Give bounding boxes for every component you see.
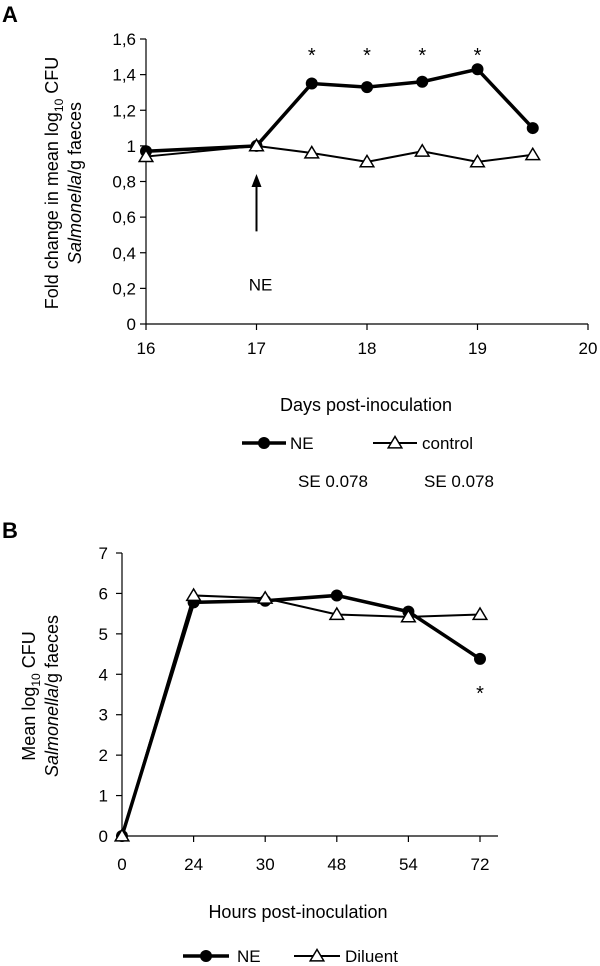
panel-a-y-tick-label: 1,2 <box>112 101 136 120</box>
panel-a-x-tick-label: 18 <box>358 339 377 358</box>
panel-a-significance-marker: * <box>474 45 482 67</box>
panel-a-y-tick-label: 0 <box>127 315 136 334</box>
panel-a-line-NE <box>145 67 535 153</box>
panel-a-significance-marker: * <box>308 45 316 67</box>
panel-b-legend-marker-NE <box>200 950 212 962</box>
panel-a-ylabel-italic: Salmonella <box>65 175 85 264</box>
panel-b-ylabel-rest: /g faeces <box>42 615 62 688</box>
panel-a-x-axis-title: Days post-inoculation <box>280 395 452 415</box>
panel-a-point-NE <box>361 81 373 94</box>
panel-a-series-control <box>137 137 541 168</box>
panel-b-legend-marker-Diluent <box>308 948 326 962</box>
panel-b-x-axis-title: Hours post-inoculation <box>208 902 387 922</box>
panel-a-x-tick-label: 19 <box>468 339 487 358</box>
panel-a-legend: NE control SE 0.078 SE 0.078 <box>242 434 494 491</box>
panel-b-y-tick-label: 4 <box>99 665 108 684</box>
panel-b-legend-label-NE: NE <box>237 947 261 966</box>
panel-b-y-tick-label: 2 <box>99 746 108 765</box>
panel-b-legend: NE Diluent <box>183 947 398 966</box>
panel-b-ylabel-italic: Salmonella <box>42 688 62 777</box>
panel-a-x-tick-label: 16 <box>137 339 156 358</box>
panel-a-y-tick-label: 1,4 <box>112 66 136 85</box>
panel-a-ylabel-suffix: CFU <box>42 57 62 99</box>
panel-a-ylabel-prefix: Fold change in mean log <box>42 112 62 309</box>
panel-b-ylabel-sub: 10 <box>29 673 43 687</box>
panel-a-y-tick-label: 0,4 <box>112 244 136 263</box>
panel-a-y-tick-label: 0,8 <box>112 173 136 192</box>
panel-b-significance-marker: * <box>476 683 484 705</box>
svg-text:Salmonella/g faeces: Salmonella/g faeces <box>65 102 85 264</box>
panel-b-point-Diluent <box>257 590 274 604</box>
svg-text:Fold change in mean log10 CFU: Fold change in mean log10 CFU <box>42 57 66 310</box>
panel-a-point-control <box>358 153 376 168</box>
panel-a-point-NE <box>471 63 484 76</box>
panel-a-letter: A <box>2 2 18 27</box>
panel-b-y-tick-label: 0 <box>99 827 108 846</box>
panel-b-y-tick-label: 6 <box>99 584 108 603</box>
panel-a-ylabel-sub: 10 <box>52 98 66 112</box>
panel-b-legend-label-Diluent: Diluent <box>345 947 398 966</box>
panel-b-series-Diluent <box>113 587 489 842</box>
panel-a-point-control <box>303 145 320 159</box>
panel-a-significance-marker: * <box>418 45 426 67</box>
panel-a-significance-marker: * <box>363 45 371 67</box>
panel-b-point-Diluent <box>113 828 131 842</box>
panel-a-point-control <box>248 137 265 152</box>
panel-a-y-axis-title: Fold change in mean log10 CFU Salmonella… <box>42 57 85 310</box>
panel-a-annotation-label: NE <box>249 275 273 294</box>
panel-b-x-tick-label: 30 <box>256 855 275 874</box>
panel-a-point-control <box>137 148 155 163</box>
panel-a-legend-marker-control <box>386 435 404 449</box>
panel-a-legend-label-NE: NE <box>290 434 314 453</box>
panel-b-point-NE <box>330 589 343 602</box>
panel-b-point-Diluent <box>185 587 202 602</box>
panel-b-x-tick-label: 24 <box>184 855 203 874</box>
panel-a-legend-label-control: control <box>422 434 473 453</box>
panel-a-y-tick-label: 0,2 <box>112 279 136 298</box>
panel-b-y-tick-label: 7 <box>99 544 108 563</box>
panel-b-point-Diluent <box>471 606 489 621</box>
panel-a-point-control <box>414 143 431 157</box>
panel-b-y-axis-title: Mean log10 CFU Salmonella/g faeces <box>19 615 62 777</box>
panel-b-y-tick-label: 3 <box>99 706 108 725</box>
panel-b: B Mean log10 CFU Salmonella/g faeces Hou… <box>2 518 498 966</box>
svg-text:Salmonella/g faeces: Salmonella/g faeces <box>42 615 62 777</box>
panel-a-y-tick-label: 1 <box>127 137 136 156</box>
panel-a-point-control <box>524 146 541 161</box>
panel-b-series-NE <box>116 589 486 842</box>
svg-text:Mean log10 CFU: Mean log10 CFU <box>19 631 43 760</box>
panel-a-y-tick-label: 1,6 <box>112 30 136 49</box>
panel-a-x-tick-label: 17 <box>247 339 266 358</box>
panel-b-ylabel-suffix: CFU <box>19 631 39 673</box>
panel-b-point-NE <box>474 652 486 665</box>
panel-b-line-Diluent <box>121 594 481 837</box>
panel-a-point-NE <box>416 75 429 88</box>
panel-a-se-label-control: SE 0.078 <box>424 472 494 491</box>
panel-b-y-tick-label: 5 <box>99 625 108 644</box>
panel-a: A Fold change in mean log10 CFU Salmonel… <box>2 2 597 491</box>
panel-a-annotation-arrowhead <box>251 173 262 187</box>
panel-a-se-label-NE: SE 0.078 <box>298 472 368 491</box>
panel-b-x-tick-label: 54 <box>399 855 418 874</box>
panel-b-ylabel-prefix: Mean log <box>19 687 39 761</box>
panel-a-series-NE <box>140 63 539 158</box>
panel-b-letter: B <box>2 518 18 543</box>
panel-a-x-tick-label: 20 <box>579 339 598 358</box>
panel-b-x-tick-label: 48 <box>327 855 346 874</box>
panel-b-line-NE <box>120 593 481 837</box>
panel-b-x-tick-label: 72 <box>471 855 490 874</box>
panel-b-point-Diluent <box>328 606 345 621</box>
panel-a-y-tick-label: 0,6 <box>112 208 136 227</box>
panel-a-ylabel-rest: /g faeces <box>65 102 85 175</box>
panel-a-point-NE <box>305 77 318 90</box>
panel-a-point-NE <box>526 122 539 135</box>
panel-a-legend-marker-NE <box>258 437 270 449</box>
panel-b-point-Diluent <box>400 608 417 623</box>
panel-a-point-control <box>469 153 486 168</box>
panel-b-x-tick-label: 0 <box>117 855 126 874</box>
panel-b-y-tick-label: 1 <box>99 787 108 806</box>
